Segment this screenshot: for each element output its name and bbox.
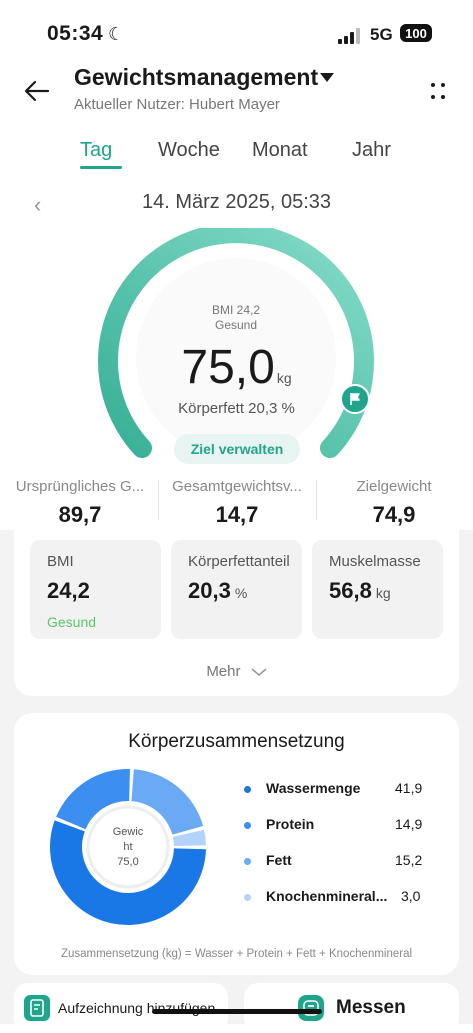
composition-legend: Wassermenge 41,9 Protein 14,9 Fett 15,2 … <box>244 780 444 940</box>
legend-name: Knochenmineral... <box>266 888 388 904</box>
bmi-text: BMI 24,2 <box>211 303 261 317</box>
summary-label-initial: Ursprüngliches G... <box>15 478 145 495</box>
legend-dot <box>244 786 251 793</box>
weight-unit: kg <box>276 370 292 386</box>
legend-item-water: Wassermenge 41,9 <box>244 780 444 800</box>
metric-number: 56,8 <box>329 578 372 603</box>
metric-number: 20,3 <box>188 578 231 603</box>
metric-label: Muskelmasse <box>329 553 421 570</box>
metric-value: 20,3% <box>188 578 247 604</box>
legend-item-bone-mineral: Knochenmineral... 3,0 <box>244 888 444 908</box>
divider <box>316 480 317 520</box>
body-fat-text: Körperfett 20,3 % <box>178 400 295 417</box>
legend-value: 3,0 <box>401 888 421 904</box>
goal-flag-icon <box>340 384 370 414</box>
donut-slice-protein <box>56 769 130 830</box>
manage-goal-button[interactable]: Ziel verwalten <box>174 434 300 464</box>
moon-icon: ☾ <box>108 24 125 44</box>
donut-center-line: 75,0 <box>117 856 139 868</box>
composition-donut-chart <box>49 769 206 925</box>
donut-center-line: Gewic <box>112 826 144 838</box>
legend-dot <box>244 822 251 829</box>
tab-monat[interactable]: Monat <box>252 139 308 161</box>
tab-indicator <box>80 166 122 169</box>
metric-value: 24,2 <box>47 578 90 604</box>
weight-gauge <box>98 228 374 458</box>
legend-dot <box>244 858 251 865</box>
current-user-label: Aktueller Nutzer: Hubert Mayer <box>74 96 280 113</box>
legend-value: 15,2 <box>395 852 423 868</box>
donut-hole <box>86 805 170 889</box>
donut-slice-fett <box>131 769 204 835</box>
metric-label: Körperfettanteil <box>188 553 290 570</box>
more-label: Mehr <box>206 663 241 680</box>
metric-number: 24,2 <box>47 578 90 603</box>
legend-name: Fett <box>266 852 292 868</box>
metric-unit: % <box>234 585 248 601</box>
status-time: 05:34 <box>47 22 104 45</box>
metric-tile-body-fat[interactable]: Körperfettanteil 20,3% <box>171 540 302 639</box>
tab-tag[interactable]: Tag <box>80 139 113 161</box>
donut-center-label: Gewic ht 75,0 <box>98 825 158 870</box>
composition-formula: Zusammensetzung (kg) = Wasser + Protein … <box>60 948 413 960</box>
measure-label: Messen <box>336 997 406 1018</box>
dropdown-caret-icon[interactable] <box>320 73 334 82</box>
bmi-status-text: Gesund <box>214 318 258 332</box>
legend-name: Wassermenge <box>266 780 361 796</box>
composition-title: Körperzusammensetzung <box>128 731 345 752</box>
chevron-down-icon <box>251 668 267 677</box>
metric-status: Gesund <box>47 614 97 630</box>
legend-item-protein: Protein 14,9 <box>244 816 444 836</box>
bmi-summary: BMI 24,2 Gesund <box>186 303 286 333</box>
back-arrow-icon[interactable] <box>22 76 52 106</box>
metric-value: 56,8 kg <box>329 578 391 604</box>
legend-item-fat: Fett 15,2 <box>244 852 444 872</box>
page-title[interactable]: Gewichtsmanagement <box>74 64 319 90</box>
summary-value-total-change: 14,7 <box>215 502 259 527</box>
metric-unit: kg <box>375 585 391 601</box>
tab-jahr[interactable]: Jahr <box>352 139 391 161</box>
battery-icon: 100 <box>400 24 432 42</box>
current-weight: 75,0 kg <box>0 340 473 395</box>
metric-tile-muscle[interactable]: Muskelmasse 56,8 kg <box>312 540 443 639</box>
summary-value-initial: 89,7 <box>58 502 102 527</box>
metric-tile-bmi[interactable]: BMI 24,2 Gesund <box>30 540 161 639</box>
summary-label-total-change: Gesamtgewichtsv... <box>172 478 302 495</box>
donut-slice-wassermenge <box>49 820 206 925</box>
gauge-arc <box>98 228 374 458</box>
signal-icon <box>338 27 362 44</box>
scale-icon <box>298 995 324 1021</box>
legend-value: 41,9 <box>395 780 423 796</box>
summary-value-target: 74,9 <box>372 502 416 527</box>
more-options-icon[interactable] <box>428 80 448 102</box>
previous-date-icon[interactable]: ‹ <box>34 192 42 217</box>
measure-button[interactable]: Messen <box>244 983 459 1033</box>
donut-center-line: ht <box>123 841 133 853</box>
summary-label-target: Zielgewicht <box>356 478 432 495</box>
divider <box>158 480 159 520</box>
tab-woche[interactable]: Woche <box>158 139 220 161</box>
legend-value: 14,9 <box>395 816 423 832</box>
weight-value: 75,0 <box>181 341 275 394</box>
metric-label: BMI <box>47 553 74 570</box>
add-record-icon <box>24 995 50 1021</box>
add-record-button[interactable]: Aufzeichnung hinzufügen <box>14 983 228 1033</box>
network-label: 5G <box>370 25 393 44</box>
date-label: 14. März 2025, 05:33 <box>141 191 331 213</box>
more-button[interactable]: Mehr <box>0 663 473 680</box>
legend-dot <box>244 894 251 901</box>
donut-slice-knochenmineral <box>172 829 206 847</box>
home-indicator <box>152 1009 322 1014</box>
legend-name: Protein <box>266 816 315 832</box>
